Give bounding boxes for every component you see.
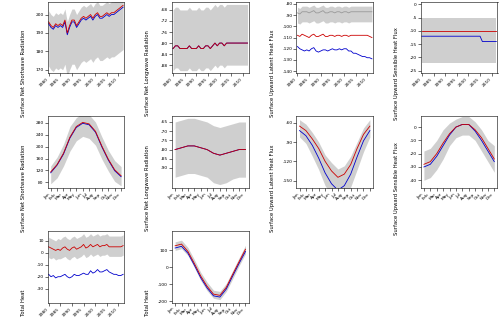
Y-axis label: Total Heat: Total Heat xyxy=(21,290,26,316)
Y-axis label: Surface Upward Latent Heat Flux: Surface Upward Latent Heat Flux xyxy=(270,145,275,232)
Y-axis label: Surface Upward Sensible Heat Flux: Surface Upward Sensible Heat Flux xyxy=(394,142,399,235)
Y-axis label: Surface Upward Sensible Heat Flux: Surface Upward Sensible Heat Flux xyxy=(394,27,399,120)
Y-axis label: Surface Net Longwave Radiation: Surface Net Longwave Radiation xyxy=(146,145,150,231)
Y-axis label: Surface Upward Latent Heat Flux: Surface Upward Latent Heat Flux xyxy=(270,30,275,117)
Y-axis label: Surface Net Shortwave Radiation: Surface Net Shortwave Radiation xyxy=(21,30,26,117)
Y-axis label: Surface Net Longwave Radiation: Surface Net Longwave Radiation xyxy=(146,31,150,116)
Y-axis label: Total Heat: Total Heat xyxy=(146,290,150,316)
Y-axis label: Surface Net Shortwave Radiation: Surface Net Shortwave Radiation xyxy=(21,145,26,232)
